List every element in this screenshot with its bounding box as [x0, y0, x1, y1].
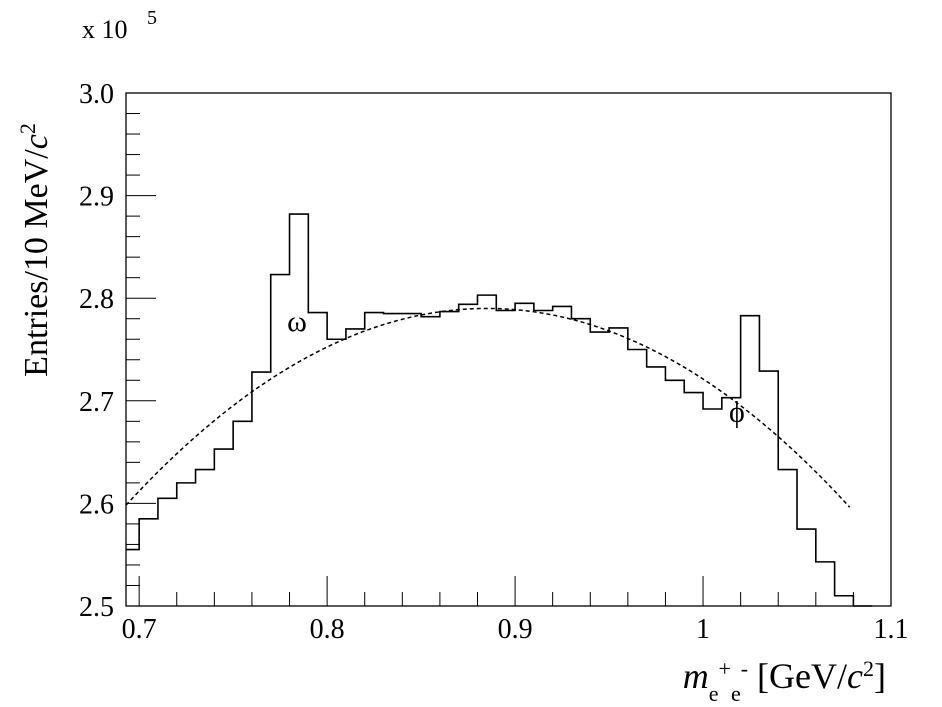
scale-multiplier-exponent: 5 — [147, 7, 157, 29]
x-axis-title: me+e- [GeV/c2] — [683, 656, 886, 706]
x-tick-label: 0.8 — [310, 614, 345, 645]
y-tick-label: 2.9 — [79, 182, 114, 213]
y-axis-title-c: c — [18, 134, 55, 149]
y-axis-title: Entries/10 MeV/c2 — [15, 123, 56, 377]
y-axis-title-exponent: 2 — [15, 123, 40, 134]
x-axis-title-c: c — [847, 656, 863, 696]
x-axis-title-m: m — [683, 656, 709, 696]
x-axis-title-c-exponent: 2 — [863, 656, 874, 681]
y-axis-title-text: Entries/10 MeV/ — [18, 149, 55, 377]
plot-area: 2.5 2.6 2.7 2.8 2.9 3.0 0.7 0.8 0.9 1 1.1 ω ϕ — [79, 79, 909, 645]
x-axis-title-units: [GeV/ — [748, 656, 847, 696]
x-axis-title-sub2: e — [731, 681, 741, 706]
x-tick-label: 0.9 — [498, 614, 533, 645]
y-tick-label: 3.0 — [79, 79, 114, 110]
histogram-steps — [126, 213, 873, 607]
x-axis-title-sub1: e — [709, 681, 719, 706]
y-axis-label: Entries/10 MeV/c2 — [15, 123, 56, 377]
y-tick-label: 2.8 — [79, 284, 114, 315]
scale-multiplier-prefix: x 10 — [82, 15, 128, 44]
x-axis-title-close: ] — [874, 656, 886, 696]
y-tick-label: 2.7 — [79, 387, 114, 418]
fit-curve — [125, 307, 851, 508]
omega-label: ω — [287, 305, 307, 338]
x-tick-label: 1.1 — [874, 614, 909, 645]
x-axis-title-sup1: + — [719, 656, 731, 681]
scale-multiplier: x 10 5 — [82, 7, 157, 44]
x-axis-label: me+e- [GeV/c2] — [683, 656, 886, 706]
plot-frame — [125, 92, 892, 607]
phi-label: ϕ — [729, 395, 745, 428]
y-tick-label: 2.6 — [79, 489, 114, 520]
x-tick-label: 1 — [696, 614, 710, 645]
x-tick-label: 0.7 — [122, 614, 157, 645]
y-tick-label: 2.5 — [79, 592, 114, 623]
x-axis-title-sup2: - — [741, 656, 748, 681]
